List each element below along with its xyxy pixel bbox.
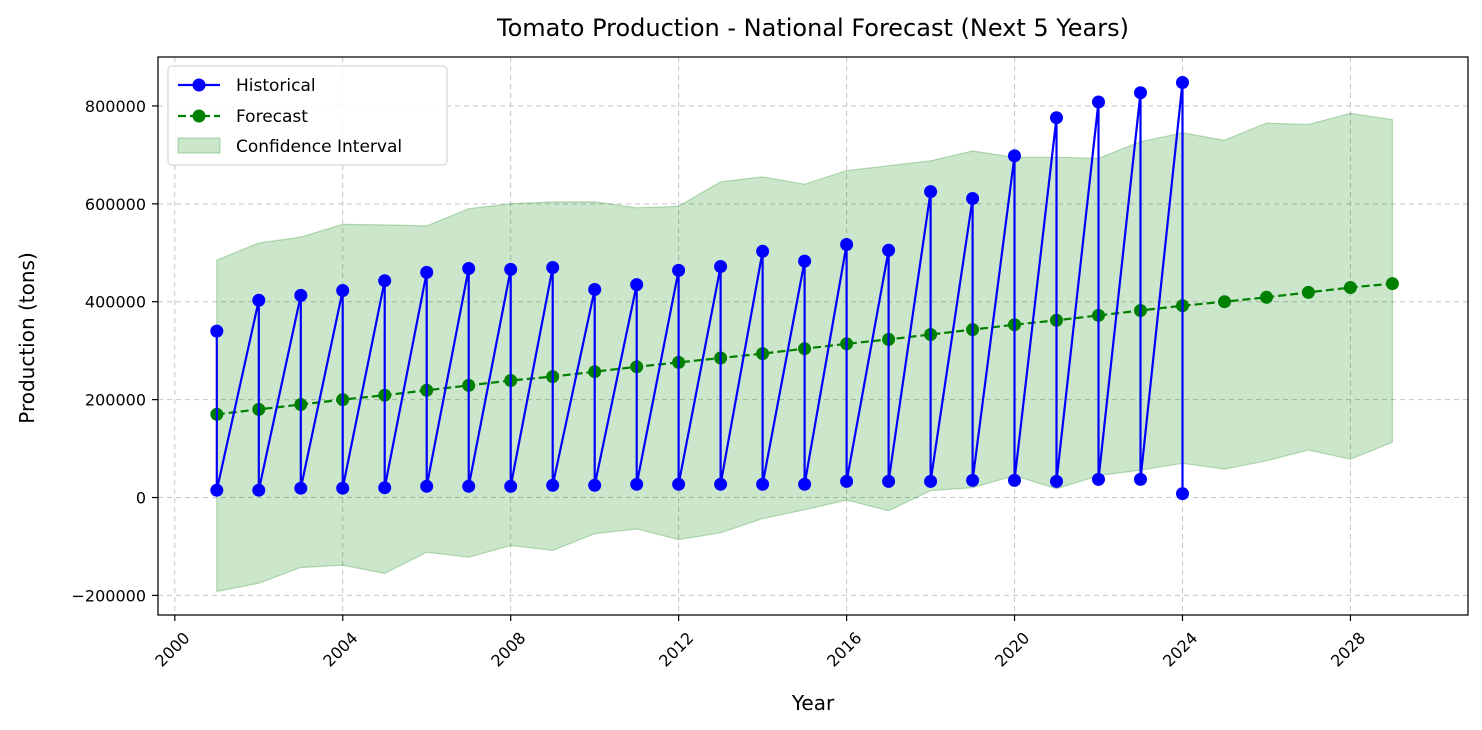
historical-point bbox=[546, 478, 560, 492]
historical-point bbox=[798, 477, 812, 491]
historical-point bbox=[504, 262, 518, 276]
historical-point bbox=[1050, 111, 1063, 125]
historical-point bbox=[672, 477, 686, 491]
legend-confidence-swatch bbox=[177, 137, 221, 154]
historical-point bbox=[588, 283, 602, 296]
historical-point bbox=[546, 261, 560, 274]
historical-point bbox=[294, 481, 308, 495]
forecast-point bbox=[1301, 285, 1315, 299]
y-tick-label: 800000 bbox=[85, 97, 146, 116]
historical-point bbox=[252, 293, 266, 307]
historical-point bbox=[210, 324, 224, 338]
historical-point bbox=[1134, 472, 1147, 486]
y-tick-label: 600000 bbox=[85, 195, 146, 214]
historical-point bbox=[630, 278, 644, 292]
historical-point bbox=[336, 481, 350, 495]
historical-point bbox=[1176, 487, 1189, 501]
historical-point bbox=[252, 483, 266, 497]
legend-forecast-marker bbox=[192, 109, 206, 123]
historical-point bbox=[336, 284, 350, 297]
legend-historical-marker bbox=[192, 78, 206, 92]
plot-area-frame bbox=[157, 56, 1469, 616]
historical-point bbox=[294, 288, 308, 302]
historical-point bbox=[966, 192, 980, 205]
historical-point bbox=[714, 477, 728, 491]
forecast-point bbox=[1260, 290, 1273, 304]
historical-line bbox=[215, 81, 1184, 494]
historical-point bbox=[756, 477, 770, 491]
y-axis-title: Production (tons) bbox=[15, 252, 39, 424]
historical-point bbox=[420, 265, 434, 279]
legend: Historical Forecast Confidence Interval bbox=[167, 65, 448, 166]
historical-point bbox=[1134, 86, 1147, 100]
historical-point bbox=[1176, 76, 1189, 89]
historical-point bbox=[798, 254, 812, 268]
historical-point bbox=[756, 244, 770, 258]
x-axis-title: Year bbox=[791, 691, 835, 715]
historical-point bbox=[378, 481, 392, 495]
historical-series-layer bbox=[210, 76, 1189, 501]
historical-point bbox=[462, 262, 476, 275]
legend-forecast-label: Forecast bbox=[236, 107, 308, 127]
forecast-point bbox=[1218, 295, 1231, 309]
historical-point bbox=[924, 474, 938, 488]
historical-point bbox=[630, 477, 644, 491]
historical-point bbox=[966, 473, 980, 487]
historical-point bbox=[714, 260, 728, 273]
forecast-point bbox=[1343, 281, 1357, 294]
y-tick-label: −200000 bbox=[72, 586, 146, 605]
legend-confidence-label: Confidence Interval bbox=[236, 137, 402, 157]
historical-point bbox=[588, 478, 602, 492]
historical-point bbox=[378, 274, 392, 288]
forecast-point bbox=[1385, 277, 1399, 291]
historical-point bbox=[1050, 474, 1063, 488]
chart-title: Tomato Production - National Forecast (N… bbox=[496, 14, 1129, 42]
legend-historical-label: Historical bbox=[236, 76, 316, 96]
y-tick-label: 200000 bbox=[85, 391, 146, 410]
y-tick-label: 0 bbox=[136, 489, 146, 508]
historical-point bbox=[420, 479, 434, 493]
historical-point bbox=[1092, 95, 1105, 109]
historical-point bbox=[1008, 473, 1021, 487]
historical-point bbox=[1008, 149, 1021, 163]
historical-point bbox=[504, 479, 518, 493]
historical-point bbox=[462, 479, 476, 493]
historical-point bbox=[840, 238, 854, 251]
y-tick-label: 400000 bbox=[85, 293, 146, 312]
historical-point bbox=[1092, 472, 1105, 486]
legend-box bbox=[167, 65, 448, 166]
historical-point bbox=[924, 185, 938, 199]
historical-point bbox=[672, 263, 686, 277]
y-axis-ticks: −200000 0 200000 400000 600000 800000 bbox=[72, 97, 158, 605]
historical-point bbox=[840, 474, 854, 488]
historical-point bbox=[210, 483, 224, 497]
historical-point bbox=[882, 243, 896, 257]
historical-point bbox=[882, 474, 896, 488]
